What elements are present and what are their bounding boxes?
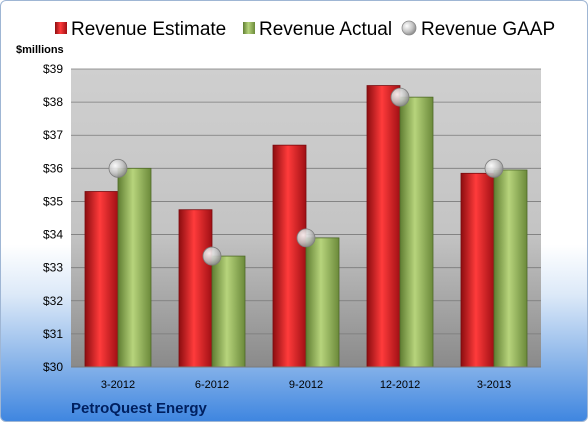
y-tick-label: $38 [43,95,63,109]
marker-revenue-gaap-3-2013 [484,158,504,178]
company-name: PetroQuest Energy [71,400,208,417]
legend-swatch-revenue-estimate [55,22,67,34]
y-tick-label: $32 [43,294,63,308]
bar-revenue-actual-6-2012 [211,255,246,368]
y-tick-label: $33 [43,261,63,275]
x-tick-label: 12-2012 [380,379,420,391]
y-tick-label: $34 [43,228,63,242]
legend-label-revenue-actual: Revenue Actual [259,19,392,40]
x-tick-label: 3-2013 [477,379,511,391]
bar-revenue-actual-3-2013 [493,169,528,368]
bar-revenue-estimate-12-2012 [366,85,401,368]
y-tick-label: $30 [43,360,63,374]
x-tick-label: 9-2012 [289,379,323,391]
bar-revenue-actual-3-2012 [117,167,152,368]
y-tick-label: $37 [43,128,63,142]
legend-label-revenue-estimate: Revenue Estimate [71,19,226,40]
marker-revenue-gaap-6-2012 [202,246,222,266]
bar-revenue-actual-9-2012 [305,237,340,368]
bar-revenue-estimate-3-2012 [84,191,119,368]
y-tick-label: $39 [43,62,63,76]
y-tick-label: $35 [43,194,63,208]
marker-revenue-gaap-9-2012 [296,228,316,248]
bar-revenue-estimate-9-2012 [272,144,307,368]
x-tick-label: 6-2012 [195,379,229,391]
marker-revenue-gaap-12-2012 [390,87,410,107]
y-tick-label: $36 [43,161,63,175]
legend-swatch-revenue-actual [243,22,255,34]
legend-label-revenue-gaap: Revenue GAAP [421,19,555,40]
legend: Revenue Estimate Revenue Actual Revenue … [55,19,555,40]
unit-label: $millions [16,44,64,56]
marker-revenue-gaap-3-2012 [108,158,128,178]
bar-revenue-actual-12-2012 [399,96,434,368]
y-tick-label: $31 [43,327,63,341]
bar-revenue-estimate-3-2013 [460,172,495,368]
bar-revenue-estimate-6-2012 [178,209,213,368]
x-tick-label: 3-2012 [101,379,135,391]
legend-marker-revenue-gaap [401,20,417,36]
